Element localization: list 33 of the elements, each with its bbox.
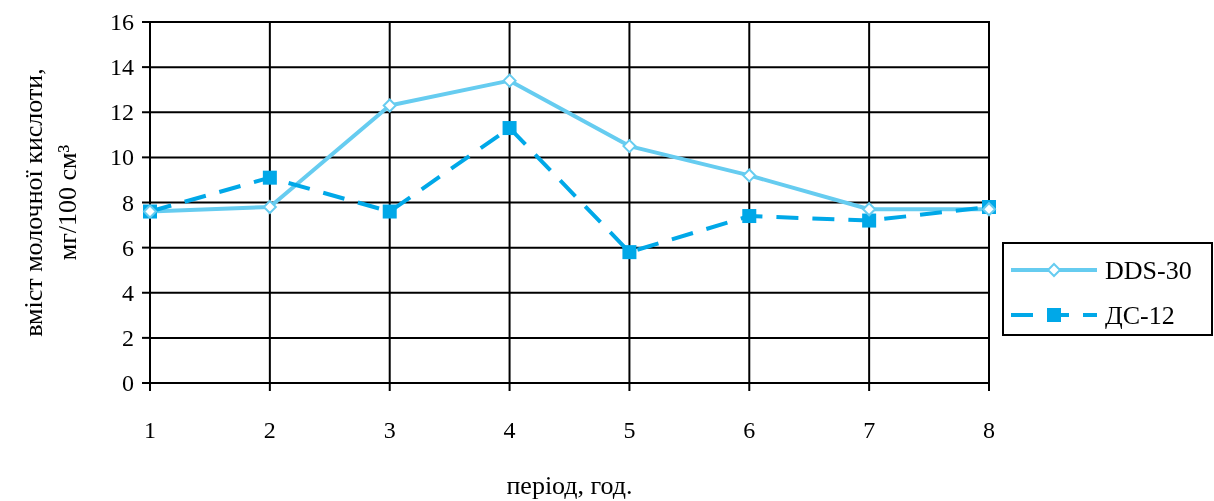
point	[742, 168, 757, 183]
point	[502, 121, 517, 136]
x-tick-label: 7	[863, 417, 876, 443]
point	[862, 202, 877, 217]
y-tick-label: 2	[122, 324, 134, 351]
point	[742, 209, 757, 224]
point	[502, 73, 517, 88]
x-tick-label: 3	[383, 417, 396, 443]
x-tick-label: 6	[743, 417, 756, 443]
x-tick-label: 4	[503, 417, 516, 443]
y-tick-label: 12	[110, 99, 134, 126]
y-tick-label: 4	[122, 279, 134, 306]
x-axis-title: період, год.	[506, 471, 633, 500]
y-tick-label: 6	[122, 234, 134, 261]
point	[862, 213, 877, 228]
point	[622, 245, 637, 260]
x-tick-label: 1	[144, 417, 156, 443]
x-tick-label: 5	[623, 417, 636, 443]
x-tick-label: 2	[263, 417, 276, 443]
y-tick-label: 16	[110, 9, 134, 35]
point	[262, 200, 277, 215]
y-tick-label: 0	[122, 370, 134, 396]
point	[622, 139, 637, 154]
legend-label: DDS-30	[1105, 256, 1192, 285]
x-tick-label: 8	[983, 417, 995, 443]
y-tick-label: 14	[110, 54, 134, 81]
y-tick-label: 10	[110, 144, 134, 171]
legend-label: ДС-12	[1105, 301, 1175, 330]
y-tick-label: 8	[122, 189, 134, 216]
y-axis-title: вміст молочної кислоти, мг/100 см³	[19, 68, 82, 337]
point	[382, 204, 397, 219]
point	[382, 98, 397, 113]
point	[262, 170, 277, 185]
